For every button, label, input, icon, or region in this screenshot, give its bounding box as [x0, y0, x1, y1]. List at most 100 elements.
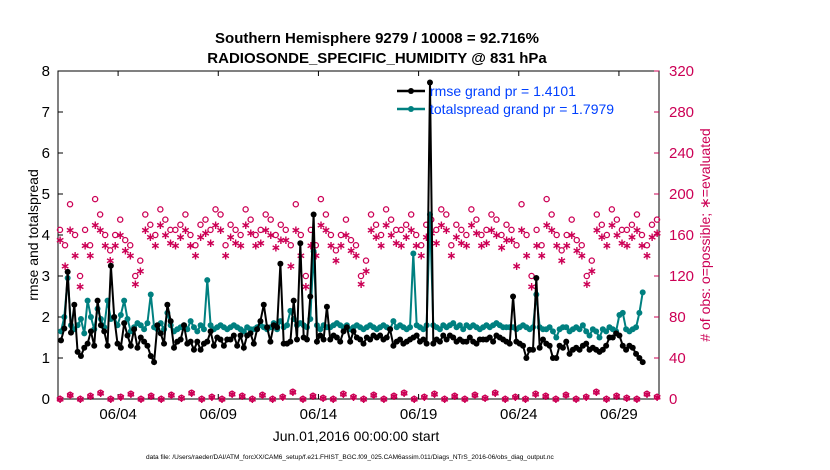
y-tick-label: 0 — [42, 391, 50, 408]
possible-obs-marker — [267, 216, 274, 223]
y-axis-label: rmse and totalspread — [25, 169, 41, 301]
x-tick-label: 06/04 — [99, 406, 137, 423]
evaluated-obs-zero-marker: ∗ — [561, 388, 571, 402]
rmse-point — [603, 342, 610, 349]
rmse-point — [161, 340, 168, 347]
evaluated-obs-marker: ∗ — [476, 238, 486, 252]
rmse-point — [390, 342, 397, 349]
evaluated-obs-marker: ∗ — [205, 236, 215, 250]
possible-obs-marker — [397, 226, 405, 234]
y-tick-label: 7 — [42, 104, 50, 121]
possible-obs-marker — [608, 206, 616, 213]
rmse-point — [436, 338, 443, 345]
evaluated-obs-marker: ∗ — [145, 230, 155, 244]
possible-obs-zero-marker — [542, 392, 549, 400]
evaluated-obs-marker: ∗ — [281, 233, 291, 247]
possible-obs-marker — [96, 211, 104, 218]
rmse-point — [450, 334, 457, 341]
evaluated-obs-marker: ∗ — [231, 236, 241, 250]
possible-obs-marker — [257, 226, 264, 234]
evaluated-obs-marker: ∗ — [406, 223, 416, 237]
possible-obs-zero-marker — [552, 395, 560, 403]
rmse-point — [383, 334, 390, 341]
evaluated-obs-marker: ∗ — [552, 238, 562, 252]
evaluated-obs-marker: ∗ — [160, 228, 170, 242]
possible-obs-marker — [357, 272, 365, 280]
y-right-tick-label: 0 — [669, 391, 677, 408]
possible-obs-zero-marker — [87, 392, 94, 400]
possible-obs-marker — [553, 231, 560, 239]
evaluated-obs-zero-marker: ∗ — [308, 389, 318, 403]
possible-obs-zero-marker — [400, 389, 408, 397]
rmse-point — [177, 336, 184, 343]
rmse-point — [523, 355, 530, 361]
possible-obs-zero-marker — [249, 395, 256, 403]
rmse-point — [157, 330, 164, 337]
possible-obs-zero-marker — [603, 395, 610, 403]
rmse-point — [287, 338, 294, 345]
possible-obs-zero-marker — [491, 389, 499, 397]
possible-obs-marker — [372, 221, 380, 228]
rmse-point — [247, 330, 254, 337]
rmse-point — [313, 338, 320, 345]
possible-obs-zero-marker — [582, 393, 590, 401]
evaluated-obs-marker: ∗ — [411, 238, 421, 252]
evaluated-obs-zero-marker: ∗ — [419, 390, 429, 404]
possible-obs-marker — [458, 226, 465, 234]
possible-obs-zero-marker — [350, 393, 357, 401]
obs-count-markers: ∗∗∗∗∗∗∗∗∗∗∗∗∗∗∗∗∗∗∗∗∗∗∗∗∗∗∗∗∗∗∗∗∗∗∗∗∗∗∗∗… — [55, 195, 662, 406]
evaluated-obs-marker: ∗ — [80, 238, 90, 252]
possible-obs-marker — [317, 195, 325, 203]
evaluated-obs-zero-marker: ∗ — [227, 387, 237, 401]
rmse-point — [144, 342, 151, 349]
rmse-point — [64, 268, 71, 275]
evaluated-obs-marker: ∗ — [70, 249, 80, 263]
totalspread-point — [636, 309, 643, 316]
evaluated-obs-marker: ∗ — [456, 236, 466, 250]
possible-obs-zero-marker — [370, 391, 377, 399]
evaluated-obs-zero-marker: ∗ — [187, 386, 197, 400]
possible-obs-marker — [71, 231, 79, 239]
evaluated-obs-marker: ∗ — [306, 238, 316, 252]
possible-obs-marker — [468, 206, 475, 213]
evaluated-obs-zero-marker: ∗ — [652, 390, 662, 404]
evaluated-obs-zero-marker: ∗ — [166, 388, 176, 402]
possible-obs-marker — [282, 226, 290, 234]
evaluated-obs-marker: ∗ — [471, 226, 481, 240]
possible-obs-zero-marker — [329, 395, 337, 403]
evaluated-obs-marker: ∗ — [291, 223, 301, 237]
possible-obs-zero-marker — [147, 392, 155, 400]
evaluated-obs-marker: ∗ — [341, 228, 351, 242]
evaluated-obs-marker: ∗ — [185, 238, 195, 252]
possible-obs-marker — [337, 231, 345, 239]
possible-obs-zero-marker — [340, 390, 347, 398]
rmse-point — [520, 342, 527, 349]
possible-obs-marker — [242, 206, 249, 213]
possible-obs-marker — [66, 200, 74, 208]
evaluated-obs-zero-marker: ∗ — [348, 390, 358, 404]
evaluated-obs-marker: ∗ — [371, 230, 381, 244]
possible-obs-marker — [638, 231, 646, 239]
totalspread-point — [137, 322, 144, 329]
evaluated-obs-marker: ∗ — [241, 218, 251, 232]
y-tick-label: 5 — [42, 186, 50, 203]
evaluated-obs-marker: ∗ — [496, 240, 506, 254]
rmse-point — [333, 334, 340, 341]
evaluated-obs-zero-marker: ∗ — [106, 392, 116, 406]
rmse-point — [559, 344, 566, 351]
rmse-point — [234, 342, 241, 349]
evaluated-obs-zero-marker: ∗ — [611, 389, 621, 403]
evaluated-obs-marker: ∗ — [361, 264, 371, 278]
rmse-point — [134, 344, 141, 351]
possible-obs-marker — [443, 211, 450, 218]
evaluated-obs-zero-marker: ∗ — [520, 392, 530, 406]
evaluated-obs-marker: ∗ — [110, 238, 120, 252]
possible-obs-marker — [513, 241, 520, 249]
evaluated-obs-marker: ∗ — [221, 249, 231, 263]
rmse-point — [207, 328, 214, 335]
evaluated-obs-marker: ∗ — [562, 238, 572, 252]
evaluated-obs-marker: ∗ — [351, 249, 361, 263]
rmse-point — [423, 340, 430, 347]
evaluated-obs-marker: ∗ — [441, 223, 451, 237]
totalspread-point — [390, 318, 397, 325]
